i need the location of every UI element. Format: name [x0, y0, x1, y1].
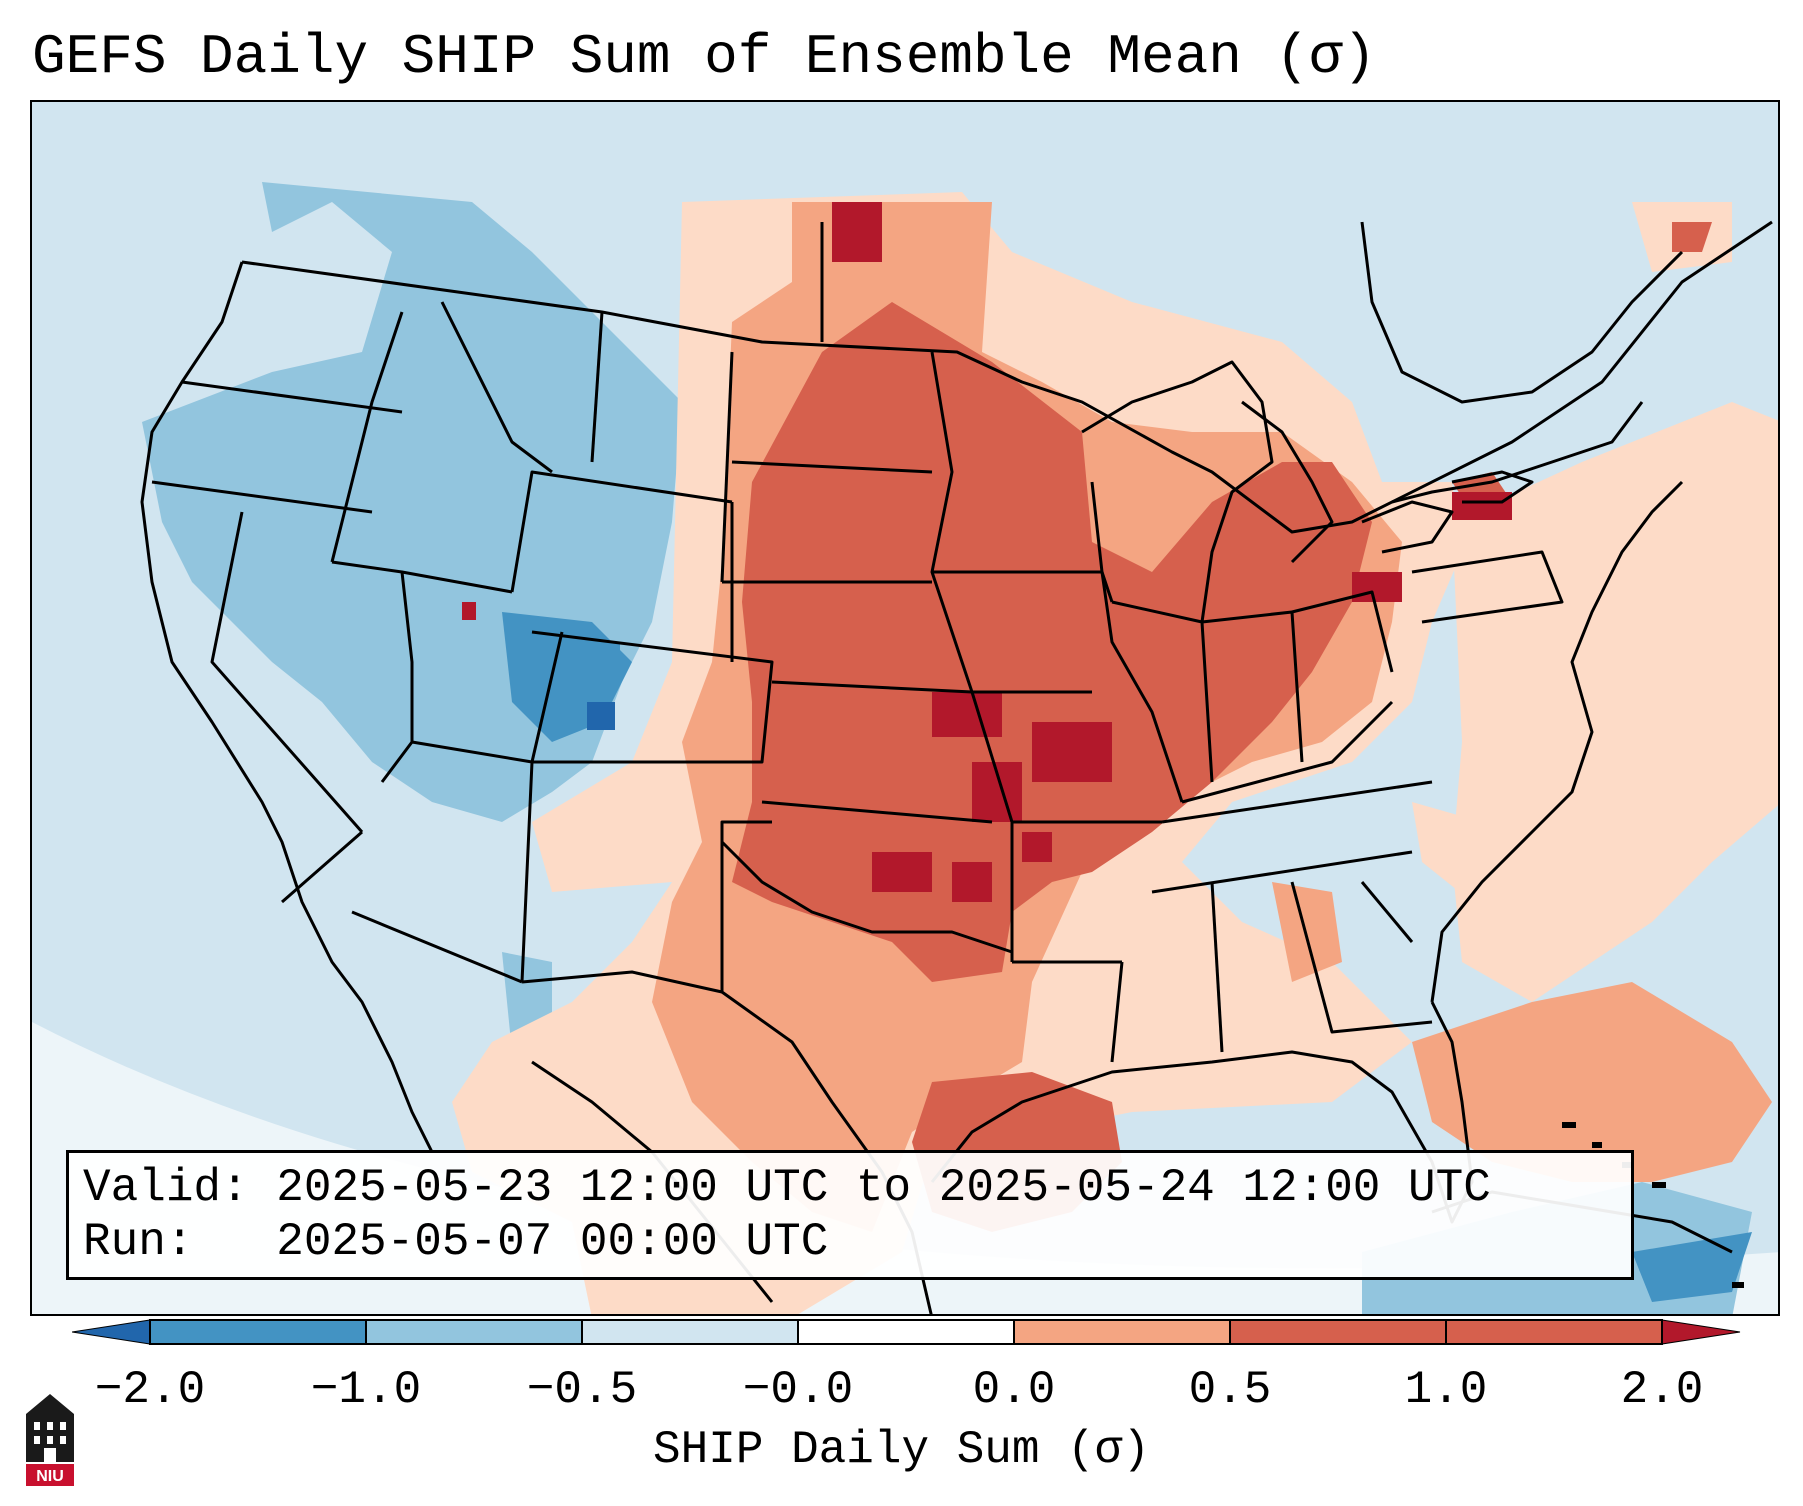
colorbar-tick-label: 0.5 — [1188, 1364, 1272, 1416]
validity-info-box: Valid: 2025-05-23 12:00 UTC to 2025-05-2… — [66, 1150, 1634, 1280]
ship-anomaly-map — [30, 100, 1780, 1316]
colorbar-bin-2 — [366, 1320, 582, 1344]
colorbar-bin-5 — [1014, 1320, 1230, 1344]
map-title: GEFS Daily SHIP Sum of Ensemble Mean (σ) — [32, 25, 1377, 89]
colorbar-bin-7 — [1446, 1320, 1662, 1344]
colorbar-bin-3 — [582, 1320, 798, 1344]
colorbar — [72, 1319, 1741, 1345]
colorbar-tick-label: 2.0 — [1620, 1364, 1704, 1416]
colorbar-bin-1 — [150, 1320, 366, 1344]
colorbar-max-extend — [1661, 1319, 1741, 1345]
colorbar-bin-4 — [798, 1320, 1014, 1344]
map-canvas — [32, 102, 1778, 1314]
colorbar-label: SHIP Daily Sum (σ) — [653, 1424, 1150, 1476]
run-time-text: Run: 2025-05-07 00:00 UTC — [83, 1216, 829, 1268]
colorbar-tick-label: −1.0 — [310, 1364, 422, 1416]
colorbar-bin-6 — [1230, 1320, 1446, 1344]
colorbar-tick-label: −0.5 — [526, 1364, 638, 1416]
colorbar-min-extend — [72, 1319, 151, 1345]
colorbar-tick-label: −2.0 — [94, 1364, 206, 1416]
valid-time-text: Valid: 2025-05-23 12:00 UTC to 2025-05-2… — [83, 1162, 1491, 1214]
extreme-positive-cells — [832, 202, 1512, 902]
colorbar-tick-label: 0.0 — [972, 1364, 1056, 1416]
logo-text: NIU — [36, 1468, 64, 1485]
colorbar-tick-label: 1.0 — [1404, 1364, 1488, 1416]
niu-logo: NIU — [26, 1394, 74, 1486]
colorbar-tick-label: −0.0 — [742, 1364, 854, 1416]
